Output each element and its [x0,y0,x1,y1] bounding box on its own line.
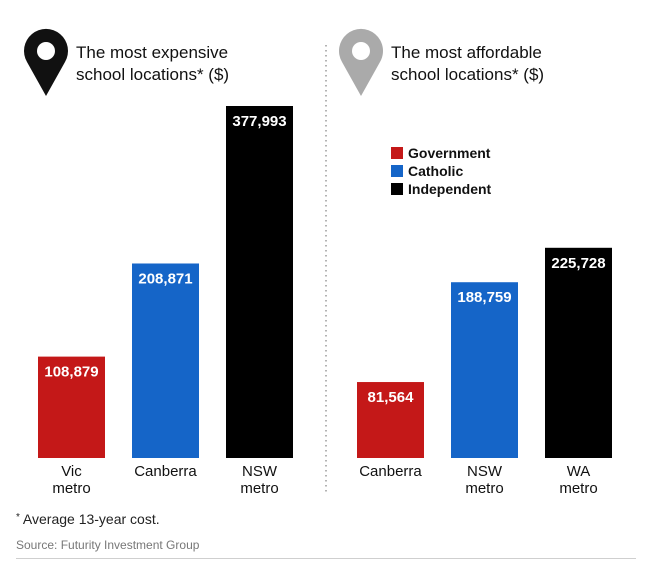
x-tick-label: metro [52,480,90,497]
x-tick-label: Vic [61,463,82,480]
source-note: Source: Futurity Investment Group [16,538,200,552]
bottom-divider [16,558,636,559]
bar-value-label: 225,728 [551,255,605,272]
legend-swatch [391,165,403,177]
chart-title-line: The most affordable [391,43,542,62]
bar-value-label: 208,871 [138,270,192,287]
chart-title-line: The most expensive [76,43,228,62]
x-tick-label: Canberra [359,463,422,480]
x-tick-label: NSW [242,463,278,480]
bar [38,356,105,458]
map-pin-icon-hole [37,42,55,60]
bar [451,282,518,458]
map-pin-icon [23,28,68,96]
footnote: * Average 13-year cost. [16,511,160,527]
map-pin-icon-hole [352,42,370,60]
bar-value-label: 377,993 [232,113,286,130]
bar [132,263,199,458]
bar [357,382,424,458]
chart-title-line: school locations* ($) [76,65,229,84]
legend-swatch [391,183,403,195]
legend-swatch [391,147,403,159]
x-tick-label: metro [559,480,597,497]
x-tick-label: metro [465,480,503,497]
map-pin-icon-shape [339,28,383,97]
bar-value-label: 108,879 [44,364,98,381]
bar [545,247,612,458]
x-tick-label: WA [567,463,591,480]
legend-label: Government [408,145,491,161]
footnote-text: Average 13-year cost. [22,511,160,527]
legend-label: Independent [408,181,492,197]
bar-value-label: 188,759 [457,289,511,306]
chart-title-line: school locations* ($) [391,65,544,84]
footnote-star: * [16,512,20,523]
x-tick-label: Canberra [134,463,197,480]
legend: Government Catholic Independent [391,145,492,197]
x-tick-label: NSW [467,463,503,480]
map-pin-icon [339,28,383,97]
map-pin-icon-shape [23,28,68,96]
bar-value-label: 81,564 [368,389,415,406]
bar [226,106,293,458]
x-tick-label: metro [240,480,278,497]
legend-label: Catholic [408,163,463,179]
